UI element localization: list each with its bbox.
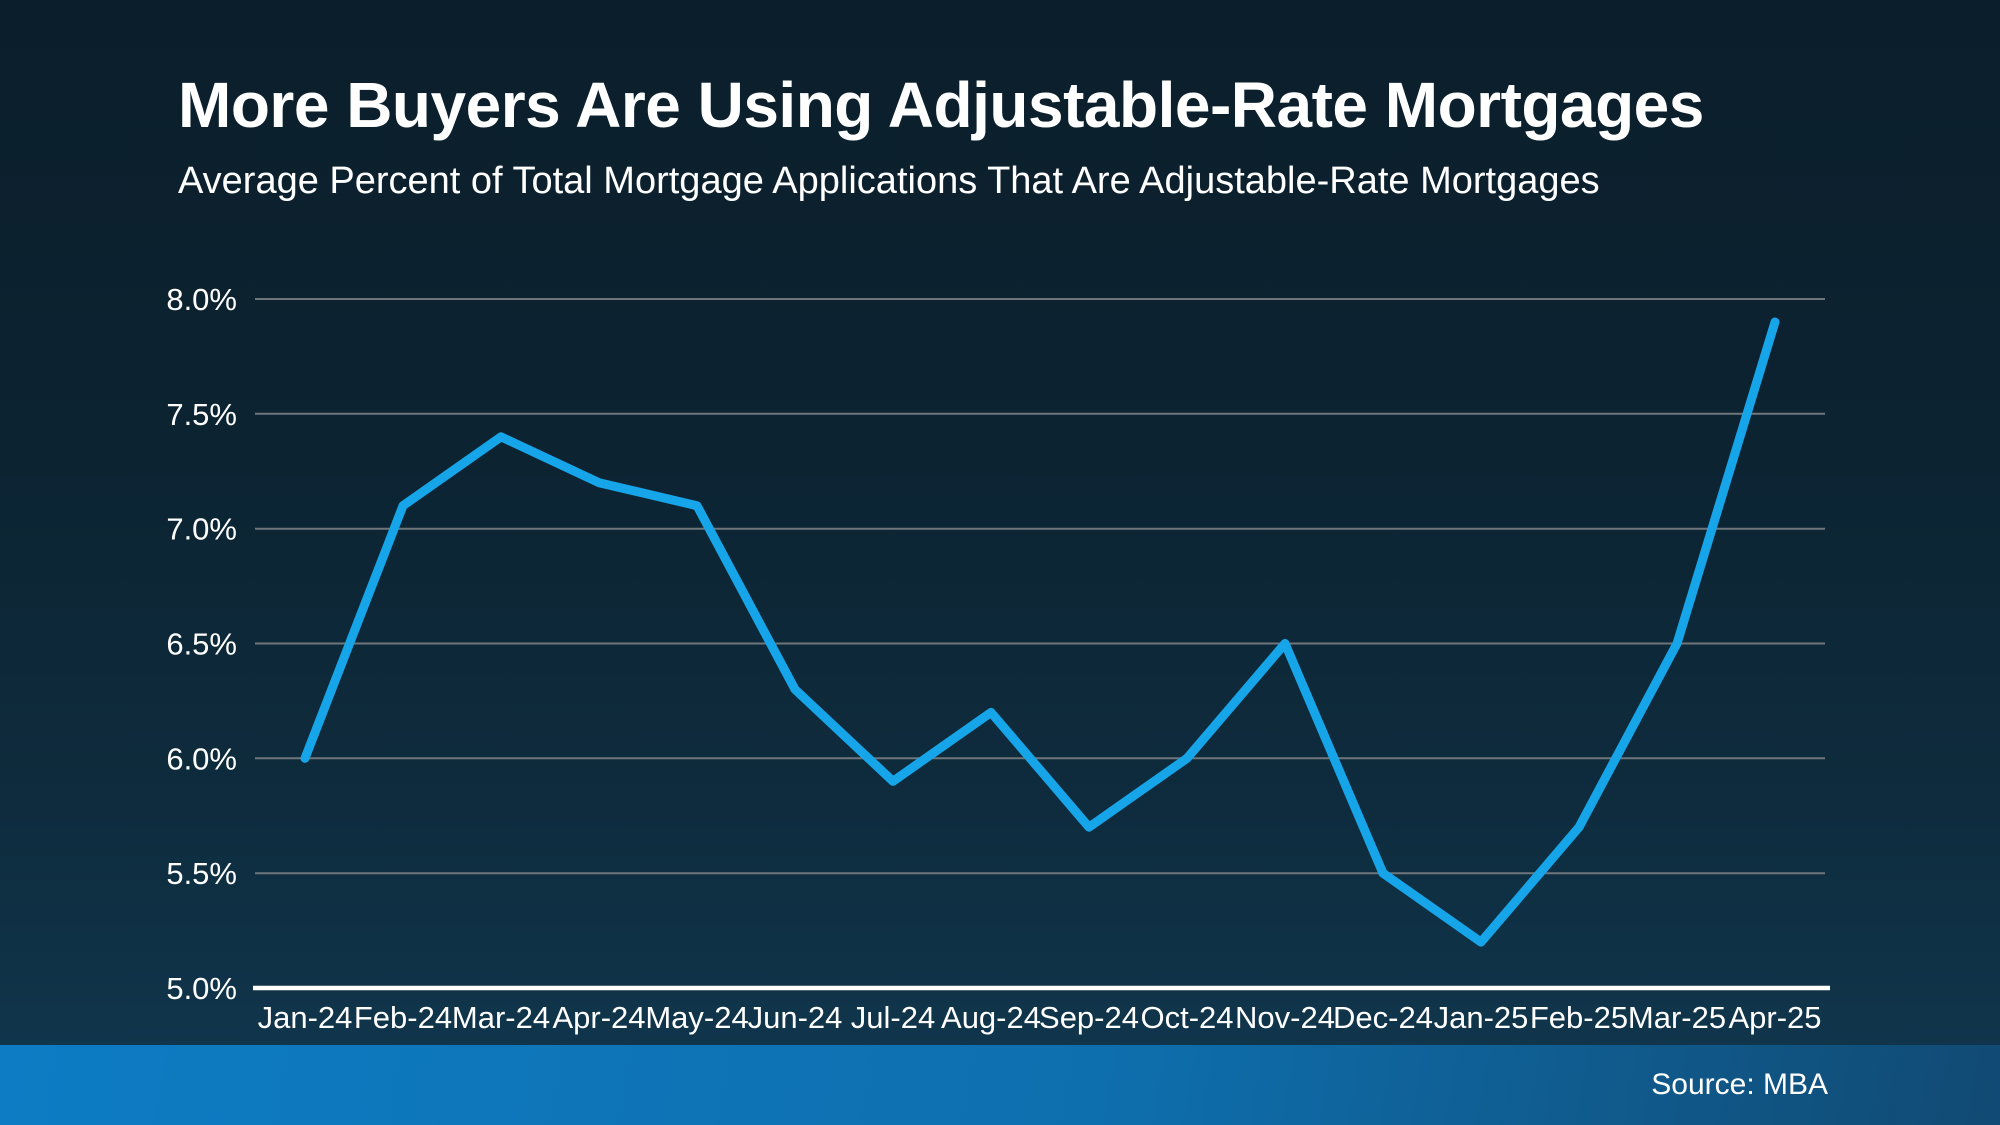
x-axis-tick-label: Mar-25	[1628, 1000, 1726, 1035]
x-axis-tick-label: Oct-24	[1140, 1000, 1233, 1035]
y-axis-tick-label: 6.5%	[166, 627, 237, 662]
y-axis-tick-label: 6.0%	[166, 741, 237, 776]
x-axis-tick-label: Jan-24	[258, 1000, 353, 1035]
footer-bar: Source: MBA	[0, 1045, 2000, 1125]
y-axis-tick-label: 5.0%	[166, 971, 237, 1006]
x-axis-tick-label: Apr-24	[552, 1000, 645, 1035]
y-axis-tick-label: 8.0%	[166, 282, 237, 317]
chart-subtitle: Average Percent of Total Mortgage Applic…	[178, 160, 1600, 202]
chart-title: More Buyers Are Using Adjustable-Rate Mo…	[178, 69, 1704, 141]
arm-share-data-line	[300, 317, 1780, 947]
x-axis-tick-label: Sep-24	[1039, 1000, 1139, 1035]
x-axis-tick-label: Feb-24	[354, 1000, 452, 1035]
x-axis-tick-label: Apr-25	[1728, 1000, 1821, 1035]
x-axis-tick-label: Mar-24	[452, 1000, 550, 1035]
source-label: Source: MBA	[1651, 1068, 1828, 1101]
x-axis-tick-label: Jul-24	[851, 1000, 935, 1035]
x-axis-tick-label: Jun-24	[748, 1000, 843, 1035]
x-axis-tick-label: Jan-25	[1434, 1000, 1529, 1035]
x-axis-tick-label: Nov-24	[1235, 1000, 1335, 1035]
y-axis-tick-label: 7.5%	[166, 397, 237, 432]
x-axis-tick-label: Dec-24	[1333, 1000, 1433, 1035]
x-axis-tick-label: Feb-25	[1530, 1000, 1628, 1035]
y-axis-tick-label: 7.0%	[166, 512, 237, 547]
x-axis-tick-label: May-24	[645, 1000, 748, 1035]
x-axis-tick-label: Aug-24	[941, 1000, 1041, 1035]
y-axis-tick-label: 5.5%	[166, 856, 237, 891]
